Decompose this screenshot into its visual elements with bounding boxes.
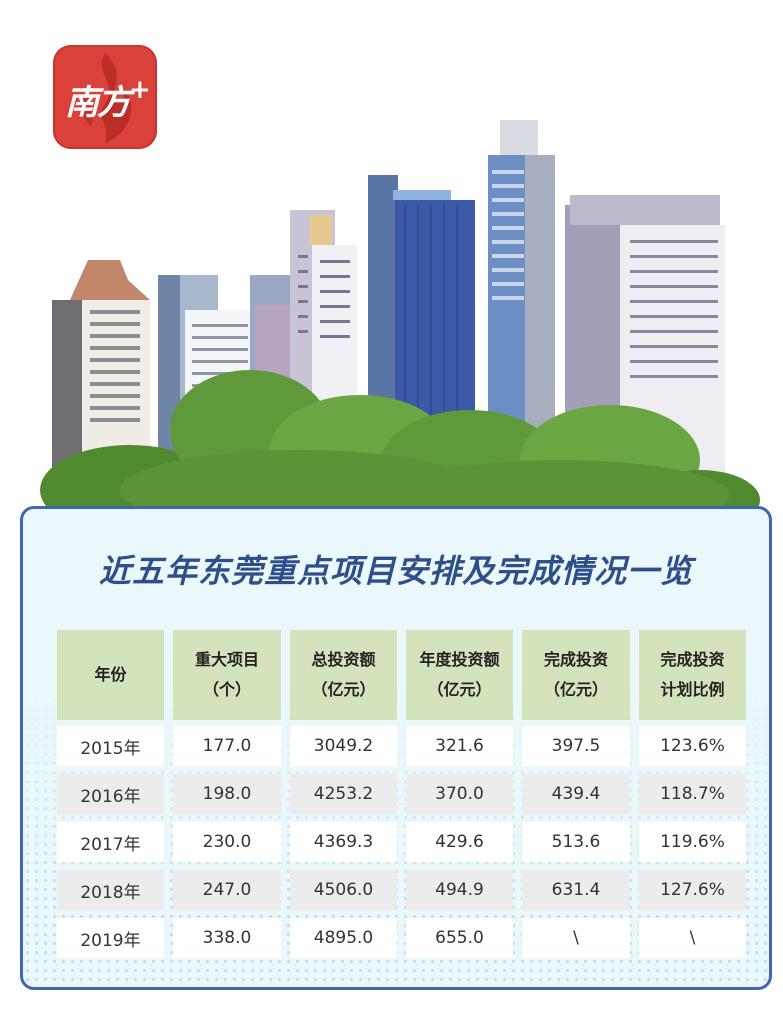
table-cell: 4253.2: [290, 774, 397, 814]
table-cell: 4895.0: [290, 918, 397, 958]
summary-panel: 近五年东莞重点项目安排及完成情况一览 年份 重大项目 （个） 总投资额 （亿元）…: [20, 506, 772, 990]
table-cell: 123.6%: [639, 726, 746, 766]
header-unit: （亿元）: [427, 680, 492, 699]
table-cell: 513.6: [522, 822, 630, 862]
table-cell: 4506.0: [290, 870, 397, 910]
header-completed-investment: 完成投资 （亿元）: [522, 630, 630, 720]
header-total-investment: 总投资额 （亿元）: [290, 630, 397, 720]
table-cell: 198.0: [173, 774, 281, 814]
page-title: 近五年东莞重点项目安排及完成情况一览: [98, 552, 693, 590]
table-cell: 118.7%: [639, 774, 746, 814]
header-unit: （亿元）: [543, 680, 608, 699]
table-cell: 3049.2: [290, 726, 397, 766]
header-completion-ratio: 完成投资 计划比例: [639, 630, 746, 720]
table-cell: 397.5: [522, 726, 630, 766]
table-cell: 338.0: [173, 918, 281, 958]
table-cell: 247.0: [173, 870, 281, 910]
logo-wordmark: 南方: [65, 83, 131, 123]
table-cell: 370.0: [406, 774, 513, 814]
table-cell: 321.6: [406, 726, 513, 766]
logo-text: 南方+: [65, 75, 151, 124]
nanfang-plus-logo: 南方+: [53, 45, 157, 149]
table-cell: 439.4: [522, 774, 630, 814]
header-line: 总投资额: [311, 650, 376, 669]
table-cell: \: [522, 918, 630, 958]
table-cell: 2017年: [57, 822, 164, 862]
header-major-projects: 重大项目 （个）: [173, 630, 281, 720]
table-cell: 2018年: [57, 870, 164, 910]
city-skyline-illustration: [40, 120, 760, 520]
projects-table: 年份 重大项目 （个） 总投资额 （亿元） 年度投资额 （亿元） 完成投资 （亿…: [57, 630, 746, 966]
table-cell: 119.6%: [639, 822, 746, 862]
table-cell: \: [639, 918, 746, 958]
header-line: 年度投资额: [419, 650, 500, 669]
table-cell: 177.0: [173, 726, 281, 766]
table-cell: 4369.3: [290, 822, 397, 862]
table-cell: 2016年: [57, 774, 164, 814]
header-unit: 计划比例: [660, 680, 725, 699]
table-cell: 230.0: [173, 822, 281, 862]
header-line: 重大项目: [194, 650, 259, 669]
table-cell: 494.9: [406, 870, 513, 910]
logo-plus: +: [129, 75, 151, 105]
table-cell: 127.6%: [639, 870, 746, 910]
header-year: 年份: [57, 630, 164, 720]
table-cell: 631.4: [522, 870, 630, 910]
header-line: 完成投资: [543, 650, 608, 669]
table-cell: 2015年: [57, 726, 164, 766]
table-cell: 655.0: [406, 918, 513, 958]
header-line: 完成投资: [660, 650, 725, 669]
header-unit: （亿元）: [311, 680, 376, 699]
table-cell: 2019年: [57, 918, 164, 958]
table-cell: 429.6: [406, 822, 513, 862]
header-annual-investment: 年度投资额 （亿元）: [406, 630, 513, 720]
header-line: 年份: [94, 665, 127, 684]
header-unit: （个）: [202, 680, 251, 699]
flame-icon: [81, 53, 132, 143]
